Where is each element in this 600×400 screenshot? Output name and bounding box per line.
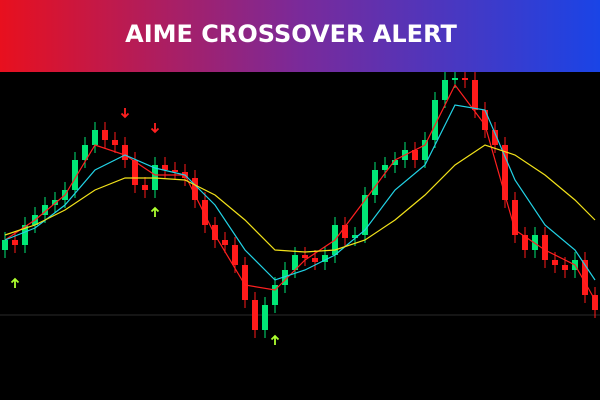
candle-body bbox=[92, 130, 98, 145]
chart-title: AIME CROSSOVER ALERT bbox=[125, 20, 457, 48]
candle-body bbox=[102, 130, 108, 140]
candle-body bbox=[242, 265, 248, 300]
candle-body bbox=[112, 140, 118, 145]
plot-area bbox=[0, 70, 600, 345]
candle-body bbox=[502, 145, 508, 200]
candle-body bbox=[232, 245, 238, 265]
candle-body bbox=[312, 258, 318, 262]
candle-body bbox=[422, 140, 428, 160]
candle-body bbox=[482, 110, 488, 130]
moving-average bbox=[4, 144, 596, 253]
buy-arrow bbox=[10, 277, 20, 288]
candle-body bbox=[172, 170, 178, 172]
candle-body bbox=[582, 260, 588, 295]
candle-body bbox=[82, 145, 88, 160]
sell-arrow bbox=[120, 108, 130, 119]
candle-body bbox=[472, 80, 478, 110]
candle-body bbox=[542, 235, 548, 260]
candle-body bbox=[222, 240, 228, 245]
candle-body bbox=[462, 78, 468, 80]
candle-body bbox=[302, 255, 308, 258]
candle-body bbox=[512, 200, 518, 235]
buy-arrow bbox=[270, 334, 280, 345]
candle-body bbox=[292, 255, 298, 270]
sell-arrow bbox=[150, 123, 160, 134]
title-banner bbox=[0, 0, 600, 72]
candle-body bbox=[42, 205, 48, 215]
candle-body bbox=[272, 285, 278, 305]
candle-body bbox=[52, 200, 58, 205]
candle-body bbox=[362, 195, 368, 235]
candle-body bbox=[122, 145, 128, 160]
candle-body bbox=[492, 130, 498, 145]
candle-body bbox=[442, 80, 448, 100]
candle-body bbox=[2, 240, 8, 250]
candle-body bbox=[342, 225, 348, 238]
candle-body bbox=[382, 165, 388, 170]
buy-arrow bbox=[150, 206, 160, 217]
candle-body bbox=[142, 185, 148, 190]
candle-body bbox=[592, 295, 598, 310]
moving-average bbox=[4, 104, 596, 281]
candle-body bbox=[162, 165, 168, 170]
candle-body bbox=[562, 265, 568, 270]
candle-body bbox=[72, 160, 78, 190]
candle-body bbox=[12, 240, 18, 245]
candle-body bbox=[532, 235, 538, 250]
candle-body bbox=[452, 78, 458, 80]
candle-body bbox=[262, 305, 268, 330]
candle-body bbox=[202, 200, 208, 225]
candle-body bbox=[372, 170, 378, 195]
candle-body bbox=[522, 235, 528, 250]
candle-body bbox=[432, 100, 438, 140]
candle-body bbox=[192, 178, 198, 200]
candle-body bbox=[392, 160, 398, 165]
candle-body bbox=[22, 225, 28, 245]
candle-body bbox=[212, 225, 218, 240]
candle-body bbox=[552, 260, 558, 265]
candle-body bbox=[282, 270, 288, 285]
moving-average bbox=[4, 83, 596, 301]
candle-body bbox=[132, 160, 138, 185]
candle-body bbox=[412, 150, 418, 160]
candle-body bbox=[322, 255, 328, 262]
candle-body bbox=[352, 235, 358, 238]
candle-body bbox=[252, 300, 258, 330]
